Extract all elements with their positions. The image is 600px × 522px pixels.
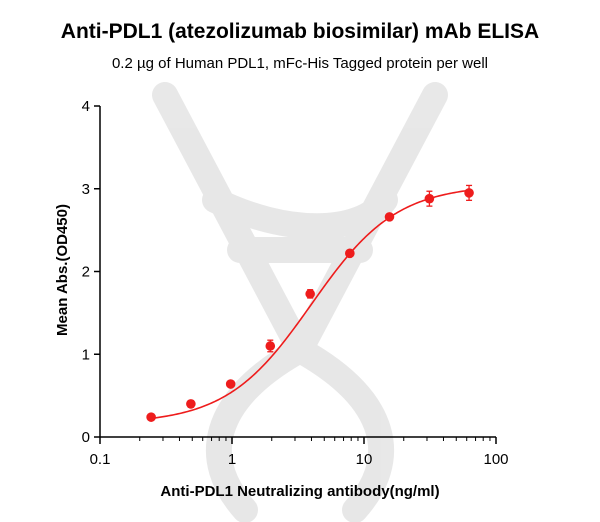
x-tick-label: 0.1 bbox=[90, 451, 111, 468]
x-tick-label: 10 bbox=[356, 451, 373, 468]
data-point bbox=[225, 379, 236, 389]
y-tick-label: 4 bbox=[82, 98, 90, 115]
axes: 0 1 2 3 4 0.1 1 10 100 bbox=[82, 98, 509, 468]
data-point bbox=[464, 188, 474, 198]
watermark-logo bbox=[152, 82, 448, 522]
data-points-layer bbox=[146, 184, 474, 422]
y-tick-label: 1 bbox=[82, 346, 90, 363]
data-point bbox=[345, 248, 355, 259]
fit-curve-layer bbox=[151, 189, 470, 420]
y-tick-label: 2 bbox=[82, 264, 90, 281]
chart-title: Anti-PDL1 (atezolizumab biosimilar) mAb … bbox=[60, 20, 540, 43]
chart-subtitle: 0.2 µg of Human PDL1, mFc-His Tagged pro… bbox=[111, 55, 489, 72]
y-tick-label: 0 bbox=[82, 429, 90, 446]
x-tick-label: 100 bbox=[483, 451, 508, 468]
data-point bbox=[186, 399, 196, 409]
data-point bbox=[265, 341, 276, 351]
data-point bbox=[146, 412, 156, 422]
fit-curve bbox=[151, 189, 470, 420]
data-point bbox=[305, 289, 315, 299]
y-tick-label: 3 bbox=[82, 181, 90, 198]
x-tick-label: 1 bbox=[228, 451, 236, 468]
data-point bbox=[384, 212, 395, 222]
data-point bbox=[424, 193, 435, 204]
y-axis-label: Mean Abs.(OD450) bbox=[54, 204, 71, 336]
x-axis-label: Anti-PDL1 Neutralizing antibody(ng/ml) bbox=[160, 483, 439, 500]
